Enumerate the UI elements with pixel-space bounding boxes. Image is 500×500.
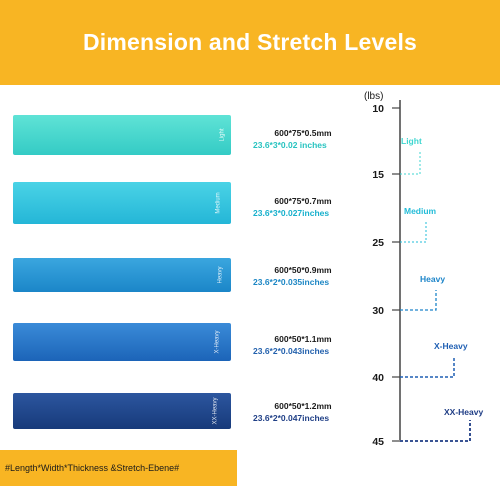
dimension-mm: 600*50*1.1mm (274, 334, 332, 344)
level-label-light: Light (401, 136, 422, 146)
scale-tick-label: 15 (372, 169, 384, 181)
level-marker-light (400, 152, 421, 175)
level-label-medium: Medium (404, 206, 437, 216)
dimension-inches: 23.6*2*0.035inches (253, 277, 330, 287)
dimension-inches: 23.6*3*0.027inches (253, 208, 330, 218)
footer-banner: #Length*Width*Thickness &Stretch-Ebene# (0, 450, 237, 486)
level-label-x-heavy: X-Heavy (434, 341, 468, 351)
level-marker-medium (400, 220, 427, 243)
band-x-heavy: X-Heavy (13, 323, 231, 361)
scale-tick-label: 25 (372, 237, 384, 249)
level-label-xx-heavy: XX-Heavy (444, 407, 483, 417)
level-marker-x-heavy (400, 356, 455, 378)
level-marker-heavy (400, 290, 437, 311)
dimension-xx-heavy: 600*50*1.2mm 23.6*2*0.047inches (253, 401, 383, 423)
scale-tick-label: 10 (372, 103, 384, 115)
dimension-inches: 23.6*2*0.047inches (253, 413, 330, 423)
dimension-heavy: 600*50*0.9mm 23.6*2*0.035inches (253, 265, 383, 287)
scale-tick-label: 30 (372, 305, 384, 317)
header-banner: Dimension and Stretch Levels (0, 0, 500, 85)
dimension-mm: 600*50*0.9mm (274, 265, 332, 275)
scale-tick-label: 45 (372, 436, 384, 448)
dimension-light: 600*75*0.5mm 23.6*3*0.02 inches (253, 128, 383, 150)
dimension-mm: 600*75*0.5mm (274, 128, 332, 138)
footer-caption: #Length*Width*Thickness &Stretch-Ebene# (5, 463, 180, 473)
band-light: Light (13, 115, 231, 155)
scale-tick-label: 40 (372, 372, 384, 384)
level-label-heavy: Heavy (420, 274, 445, 284)
dimension-x-heavy: 600*50*1.1mm 23.6*2*0.043inches (253, 334, 383, 356)
dimension-mm: 600*75*0.7mm (274, 196, 332, 206)
page-title: Dimension and Stretch Levels (82, 29, 418, 55)
scale-unit: (lbs) (364, 91, 383, 102)
dimension-mm: 600*50*1.2mm (274, 401, 332, 411)
dimension-medium: 600*75*0.7mm 23.6*3*0.027inches (253, 196, 383, 218)
dimension-inches: 23.6*3*0.02 inches (253, 140, 327, 150)
band-xx-heavy: XX-Heavy (13, 393, 231, 429)
dimension-inches: 23.6*2*0.043inches (253, 346, 330, 356)
band-heavy: Heavy (13, 258, 231, 292)
level-marker-xx-heavy (400, 420, 471, 442)
band-medium: Medium (13, 182, 231, 224)
